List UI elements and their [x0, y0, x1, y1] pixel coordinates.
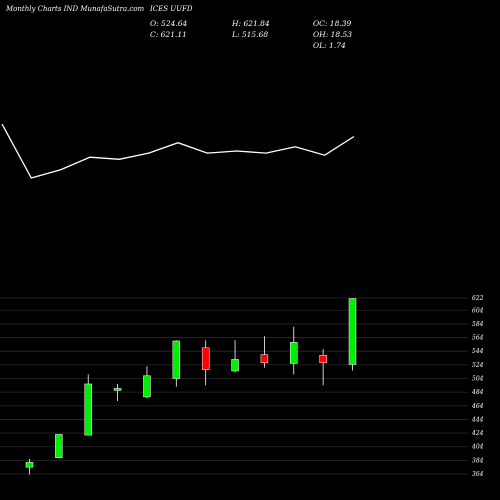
candle-body	[84, 383, 92, 436]
candle-body	[113, 388, 122, 391]
y-tick-label: 464	[471, 403, 484, 410]
y-tick-label: 544	[472, 348, 484, 355]
grid	[0, 297, 468, 475]
open-value: O: 524.64	[150, 19, 188, 28]
candlestick-chart	[25, 298, 357, 475]
oh-value: OH: 18.53	[313, 30, 353, 39]
candle-body	[143, 375, 151, 398]
chart-title: Monthly Charts IND MunafaSutra.com	[6, 5, 145, 13]
y-tick-label: 404	[471, 444, 484, 451]
candle-body	[260, 354, 269, 364]
candle-body	[348, 298, 357, 365]
candle-body	[55, 434, 63, 458]
candle-body	[231, 359, 239, 372]
candle-body	[319, 355, 327, 364]
series-line	[1, 123, 355, 179]
y-tick-label: 604	[472, 307, 484, 314]
y-tick-label: 444	[471, 416, 484, 423]
y-tick-label: 524	[472, 362, 484, 369]
high-value: H: 621.84	[232, 19, 270, 28]
candle-body	[290, 342, 298, 364]
line-chart	[1, 123, 355, 179]
y-tick-label: 364	[472, 471, 484, 478]
y-tick-label: 584	[472, 321, 484, 328]
close-value: C: 621.11	[150, 30, 187, 39]
ol-value: OL: 1.74	[313, 41, 346, 50]
candle-body	[172, 340, 181, 379]
y-tick-label: 484	[471, 389, 484, 396]
y-tick-label: 504	[472, 375, 484, 382]
y-axis: 364 384 404 424 444 464 484 504 524 544 564 584 604 6…	[471, 295, 484, 478]
oc-value: OC: 18.39	[313, 19, 352, 28]
y-tick-label: 622	[472, 295, 484, 302]
y-tick-label: 564	[472, 335, 484, 342]
y-tick-label: 384	[472, 457, 484, 464]
candle-body	[25, 462, 34, 468]
candle-body	[201, 347, 210, 370]
low-value: L: 515.68	[232, 30, 269, 39]
y-tick-label: 424	[471, 430, 484, 437]
symbol-label: ICES UUFD	[150, 5, 193, 13]
